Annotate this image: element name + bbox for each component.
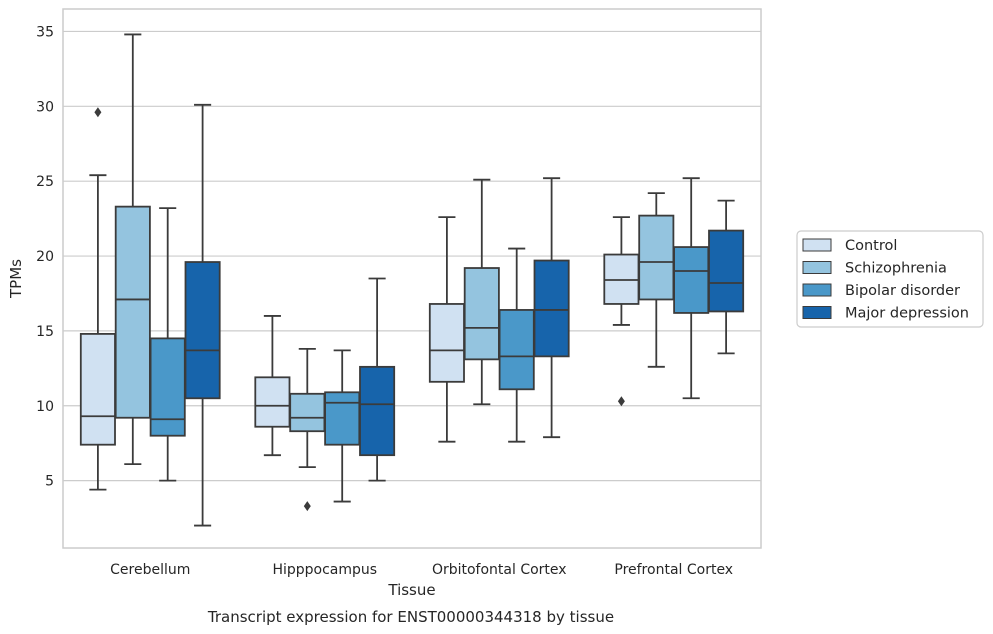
box-cerebellum xyxy=(79,107,116,491)
box-iqr xyxy=(79,332,116,446)
box-hipppocampus xyxy=(289,347,326,512)
box-prefrontal-cortex xyxy=(603,216,640,407)
y-tick-label: 20 xyxy=(36,249,54,265)
box-hipppocampus xyxy=(359,277,396,482)
series-bipolar-disorder xyxy=(149,177,710,503)
box-cerebellum xyxy=(114,33,151,466)
series-schizophrenia xyxy=(114,33,675,512)
box-iqr xyxy=(359,365,396,457)
outlier-point xyxy=(94,107,102,118)
box-cerebellum xyxy=(149,207,186,482)
legend-label: Control xyxy=(845,238,897,254)
box-series xyxy=(79,33,745,527)
box-iqr xyxy=(114,205,151,419)
legend-swatch xyxy=(802,306,832,319)
series-control xyxy=(79,107,640,491)
box-cerebellum xyxy=(184,103,221,527)
box-iqr xyxy=(533,259,570,358)
x-tick-label: Orbitofontal Cortex xyxy=(432,562,567,578)
legend-label: Major depression xyxy=(845,306,969,322)
y-tick-label: 30 xyxy=(36,99,54,115)
y-tick-label: 15 xyxy=(36,324,54,340)
x-tick-label: Hipppocampus xyxy=(272,562,377,578)
y-tick-label: 5 xyxy=(45,474,54,490)
legend-label: Schizophrenia xyxy=(845,261,947,277)
x-axis-label: Tissue xyxy=(387,581,435,599)
x-tick-label: Prefrontal Cortex xyxy=(614,562,733,578)
box-iqr xyxy=(428,303,465,383)
series-major-depression xyxy=(184,103,745,527)
box-orbitofontal-cortex xyxy=(533,177,570,439)
box-prefrontal-cortex xyxy=(638,192,675,368)
legend-box xyxy=(796,230,984,328)
chart-caption: Transcript expression for ENST0000034431… xyxy=(207,608,614,626)
box-orbitofontal-cortex xyxy=(498,247,535,443)
box-orbitofontal-cortex xyxy=(428,216,465,443)
box-prefrontal-cortex xyxy=(673,177,710,400)
legend-label: Bipolar disorder xyxy=(845,283,960,299)
x-tick-label: Cerebellum xyxy=(110,562,190,578)
box-iqr xyxy=(708,229,745,313)
outlier-point xyxy=(617,396,625,407)
legend-swatch xyxy=(802,283,832,297)
outlier-point xyxy=(303,501,311,512)
box-iqr xyxy=(673,246,710,314)
y-tick-label: 10 xyxy=(36,399,54,415)
plot-frame xyxy=(62,8,762,549)
box-iqr xyxy=(254,376,291,428)
legend-swatch xyxy=(802,261,832,274)
box-hipppocampus xyxy=(254,315,291,457)
box-iqr xyxy=(149,337,186,437)
box-iqr xyxy=(498,309,535,391)
box-iqr xyxy=(463,267,500,361)
y-axis-ticks: 5 10 15 20 25 30 35 xyxy=(36,24,54,489)
y-axis-label: TPMs xyxy=(7,259,25,299)
box-prefrontal-cortex xyxy=(708,199,745,355)
y-tick-label: 25 xyxy=(36,174,54,190)
box-hipppocampus xyxy=(324,349,361,503)
legend-swatch xyxy=(802,238,832,252)
box-iqr xyxy=(289,392,326,433)
x-axis-ticks: Cerebellum Hipppocampus Orbitofontal Corte… xyxy=(110,562,733,578)
box-orbitofontal-cortex xyxy=(463,178,500,406)
box-iqr xyxy=(324,391,361,446)
legend: Control Schizophrenia Bipolar disorder Majo… xyxy=(796,230,984,328)
box-iqr xyxy=(184,261,221,400)
y-tick-label: 35 xyxy=(36,24,54,40)
box-iqr xyxy=(638,214,675,301)
